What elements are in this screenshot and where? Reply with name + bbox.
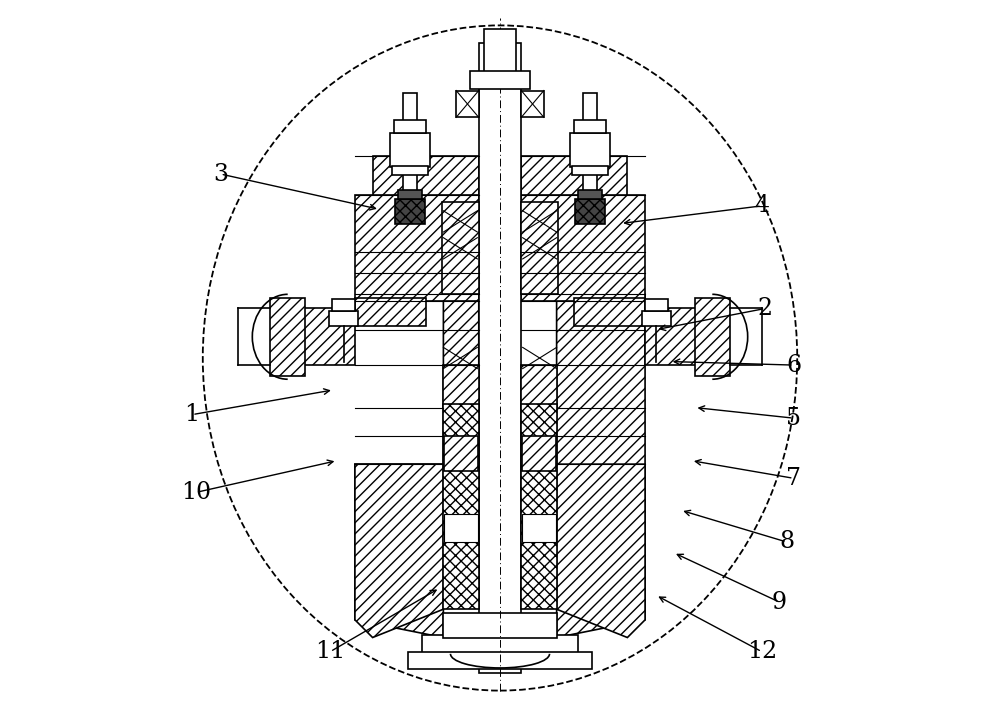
- Polygon shape: [355, 464, 443, 637]
- Bar: [355, 298, 426, 326]
- Bar: [355, 195, 479, 301]
- Bar: [645, 299, 668, 311]
- Bar: [395, 199, 425, 223]
- Text: 7: 7: [786, 467, 801, 490]
- Text: 12: 12: [747, 640, 777, 663]
- Bar: [479, 43, 521, 673]
- Ellipse shape: [203, 25, 797, 691]
- Bar: [572, 165, 608, 175]
- Text: 8: 8: [779, 531, 794, 553]
- Text: 11: 11: [315, 640, 345, 663]
- Text: 3: 3: [213, 163, 228, 185]
- Bar: [422, 635, 578, 655]
- Bar: [522, 436, 556, 471]
- Polygon shape: [695, 298, 730, 376]
- Bar: [390, 133, 430, 167]
- Bar: [442, 203, 479, 294]
- Bar: [521, 365, 557, 407]
- Bar: [443, 613, 557, 637]
- Bar: [408, 652, 592, 669]
- Bar: [578, 190, 602, 199]
- Text: 1: 1: [185, 403, 200, 426]
- Bar: [574, 298, 645, 326]
- Bar: [575, 199, 605, 223]
- Text: 5: 5: [786, 407, 801, 430]
- Bar: [329, 311, 358, 326]
- Polygon shape: [557, 464, 645, 637]
- Bar: [444, 436, 478, 471]
- Polygon shape: [521, 294, 645, 637]
- Bar: [443, 404, 479, 609]
- Polygon shape: [302, 309, 355, 365]
- Bar: [443, 365, 479, 407]
- Bar: [332, 299, 355, 311]
- Bar: [521, 156, 627, 195]
- Polygon shape: [355, 294, 479, 637]
- Bar: [521, 203, 558, 294]
- Text: 6: 6: [786, 354, 801, 377]
- Bar: [521, 195, 645, 301]
- Bar: [574, 120, 606, 133]
- Bar: [583, 92, 597, 203]
- Polygon shape: [270, 298, 305, 376]
- Bar: [398, 190, 422, 199]
- Bar: [456, 90, 479, 117]
- Text: 10: 10: [181, 481, 211, 504]
- Bar: [392, 165, 428, 175]
- Bar: [521, 90, 544, 117]
- Bar: [642, 311, 671, 326]
- Bar: [484, 29, 516, 75]
- Bar: [470, 72, 530, 89]
- Bar: [570, 133, 610, 167]
- Bar: [521, 404, 557, 609]
- Polygon shape: [645, 309, 698, 365]
- Text: 4: 4: [754, 194, 769, 218]
- Bar: [522, 513, 556, 542]
- Bar: [444, 513, 478, 542]
- Text: 2: 2: [758, 297, 773, 320]
- Bar: [373, 156, 479, 195]
- Bar: [403, 92, 417, 203]
- Bar: [394, 120, 426, 133]
- Text: 9: 9: [772, 591, 787, 614]
